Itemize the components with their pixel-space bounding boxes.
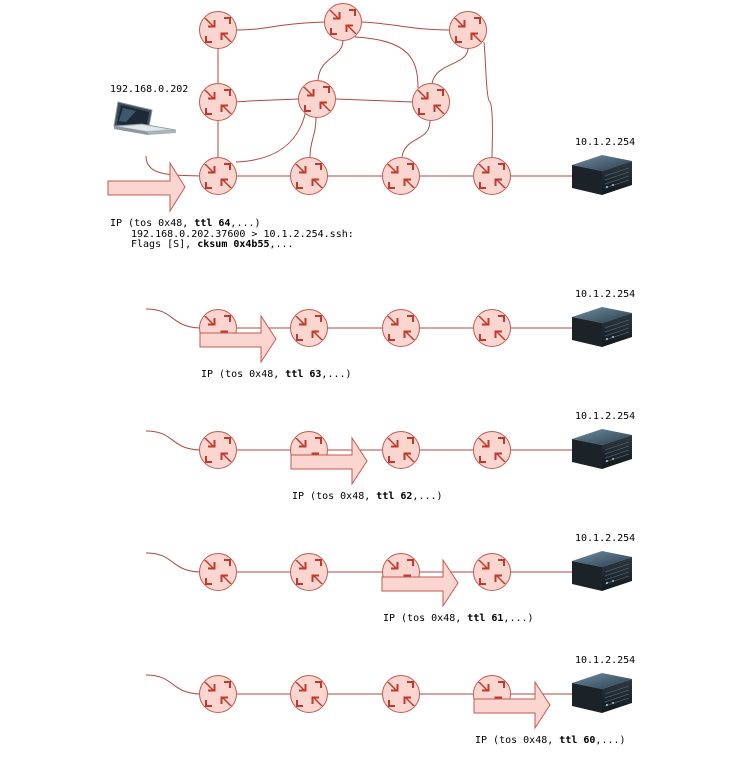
laptop-icon	[113, 101, 177, 136]
packet-header-line2: 192.168.0.202.37600 > 10.1.2.254.ssh:	[131, 229, 354, 240]
server-label: 10.1.2.254	[575, 289, 635, 300]
hop-header: IP (tos 0x48, ttl 62,...)	[292, 491, 443, 502]
server-icon	[571, 154, 633, 196]
router-icon	[199, 553, 237, 591]
router-icon	[290, 157, 328, 195]
packet-header-line1: IP (tos 0x48, ttl 64,...)	[110, 218, 261, 229]
packet-arrow-icon	[107, 161, 186, 213]
router-icon	[324, 3, 362, 41]
server-label: 10.1.2.254	[575, 411, 635, 422]
server-icon	[571, 306, 633, 348]
router-icon	[290, 309, 328, 347]
router-icon	[473, 157, 511, 195]
router-icon	[199, 83, 237, 121]
router-icon	[290, 675, 328, 713]
router-icon	[412, 83, 450, 121]
router-icon	[473, 309, 511, 347]
router-icon	[449, 11, 487, 49]
packet-arrow-icon	[290, 436, 368, 486]
packet-header-line3: Flags [S], cksum 0x4b55,...	[131, 239, 294, 250]
server-label: 10.1.2.254	[575, 533, 635, 544]
router-icon	[473, 553, 511, 591]
server-icon	[571, 550, 633, 592]
hop-row: 10.1.2.254 IP (tos 0x48, ttl 60,...)	[145, 655, 635, 746]
router-icon	[298, 80, 336, 118]
router-icon	[382, 309, 420, 347]
router-icon	[199, 675, 237, 713]
mesh-network: 192.168.0.202 10.1.2.254 IP (tos 0x48, t…	[107, 3, 635, 250]
server-label: 10.1.2.254	[575, 137, 635, 148]
router-icon	[199, 157, 237, 195]
server-label: 10.1.2.254	[575, 655, 635, 666]
router-icon	[382, 157, 420, 195]
packet-arrow-icon	[199, 314, 277, 364]
hop-row: 10.1.2.254 IP (tos 0x48, ttl 63,...)	[145, 289, 635, 380]
hop-row: 10.1.2.254 IP (tos 0x48, ttl 62,...)	[145, 411, 635, 502]
router-icon	[382, 675, 420, 713]
router-icon	[473, 431, 511, 469]
packet-arrow-icon	[381, 558, 459, 608]
server-icon	[571, 672, 633, 714]
router-icon	[290, 553, 328, 591]
router-icon	[199, 431, 237, 469]
hop-header: IP (tos 0x48, ttl 61,...)	[383, 613, 534, 624]
hop-header: IP (tos 0x48, ttl 63,...)	[201, 369, 352, 380]
router-icon	[199, 11, 237, 49]
router-icon	[382, 431, 420, 469]
laptop-label: 192.168.0.202	[110, 84, 188, 95]
packet-arrow-icon	[473, 680, 551, 730]
hop-row: 10.1.2.254 IP (tos 0x48, ttl 61,...)	[145, 533, 635, 624]
hop-header: IP (tos 0x48, ttl 60,...)	[475, 735, 626, 746]
server-icon	[571, 428, 633, 470]
